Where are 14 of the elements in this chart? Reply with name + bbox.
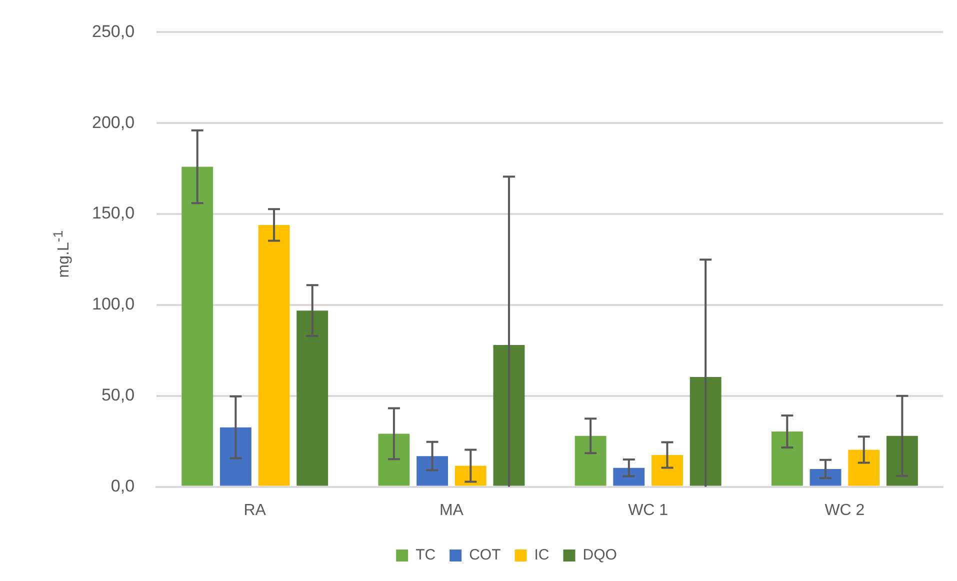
legend-label: TC — [416, 546, 436, 564]
legend-label: IC — [534, 546, 550, 564]
y-tick-label: 0,0 — [110, 476, 135, 496]
y-tick-label: 200,0 — [92, 112, 135, 132]
y-tick-label: 250,0 — [92, 22, 135, 41]
legend-label: COT — [469, 546, 501, 564]
x-tick-label: RA — [244, 502, 266, 519]
x-tick-label: MA — [439, 502, 464, 519]
x-tick-label: WC 2 — [824, 502, 865, 519]
y-tick-label: 50,0 — [101, 386, 135, 405]
y-tick-label: 100,0 — [92, 294, 135, 314]
y-tick-label: 150,0 — [92, 204, 135, 223]
x-tick-label: WC 1 — [628, 502, 668, 519]
legend-label: DQO — [582, 546, 617, 564]
